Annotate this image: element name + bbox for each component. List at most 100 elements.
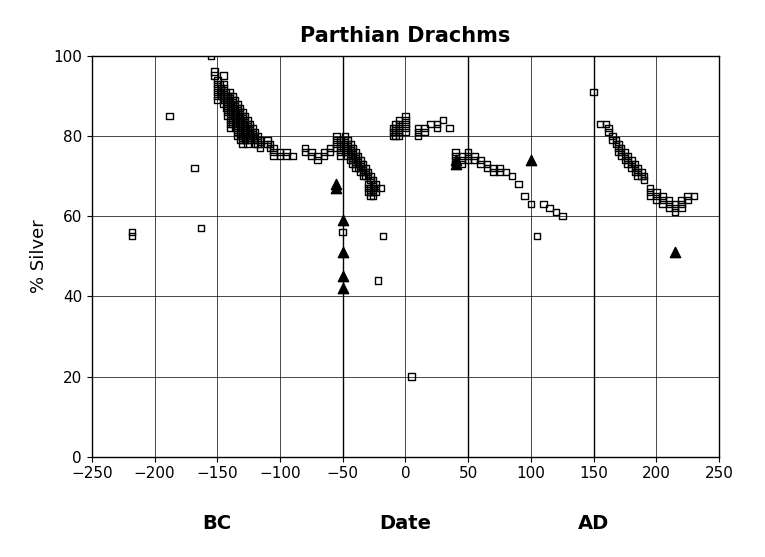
Point	[213, 87, 226, 96]
Point	[268, 148, 280, 157]
Point	[229, 108, 241, 116]
Point	[366, 179, 379, 188]
Point	[418, 128, 431, 136]
Point	[324, 144, 337, 153]
Point	[588, 87, 600, 96]
Point	[244, 128, 256, 136]
Point	[226, 111, 239, 120]
Point	[221, 95, 233, 104]
Point	[241, 124, 253, 133]
Point	[631, 164, 643, 173]
Point	[369, 179, 382, 188]
Point	[360, 172, 372, 180]
Point	[344, 155, 356, 164]
Point	[211, 91, 223, 100]
Point	[236, 108, 249, 116]
Point	[249, 128, 261, 136]
Point	[305, 152, 317, 160]
Point	[209, 67, 221, 76]
Point	[450, 152, 462, 160]
Point	[369, 184, 382, 193]
Point	[330, 139, 343, 148]
Point	[217, 95, 230, 104]
Point	[217, 87, 230, 96]
Point	[619, 155, 631, 164]
Point	[226, 104, 239, 113]
Point	[211, 75, 223, 84]
Point	[638, 172, 650, 180]
Point	[234, 135, 246, 144]
Point	[412, 131, 424, 140]
Point	[299, 148, 311, 157]
Point	[330, 179, 343, 188]
Point	[425, 119, 437, 128]
Point	[236, 115, 249, 124]
Point	[226, 91, 239, 100]
Point	[412, 124, 424, 133]
Point	[337, 272, 349, 281]
Point	[366, 192, 379, 201]
Point	[234, 131, 246, 140]
Point	[638, 175, 650, 184]
Point	[215, 87, 227, 96]
Point	[610, 135, 623, 144]
Point	[223, 124, 236, 133]
Point	[372, 276, 384, 285]
Point	[330, 131, 343, 140]
Point	[231, 128, 243, 136]
Point	[607, 131, 619, 140]
Point	[221, 108, 233, 116]
Point	[669, 204, 682, 213]
Point	[487, 168, 500, 177]
Point	[264, 144, 276, 153]
Point	[412, 128, 424, 136]
Point	[217, 84, 230, 92]
Point	[349, 159, 361, 168]
Point	[468, 155, 480, 164]
Point	[221, 104, 233, 113]
Point	[387, 124, 399, 133]
Point	[519, 192, 531, 201]
Point	[254, 139, 266, 148]
Point	[387, 128, 399, 136]
Point	[603, 128, 615, 136]
Point	[594, 119, 606, 128]
Point	[550, 208, 562, 217]
Point	[249, 135, 261, 144]
Point	[613, 144, 625, 153]
Point	[334, 152, 347, 160]
Point	[220, 87, 232, 96]
Point	[399, 119, 412, 128]
Y-axis label: % Silver: % Silver	[30, 219, 47, 293]
Point	[393, 131, 405, 140]
Point	[268, 152, 280, 160]
Point	[254, 144, 266, 153]
Point	[246, 124, 259, 133]
Point	[223, 108, 236, 116]
Point	[234, 108, 246, 116]
Point	[656, 199, 669, 208]
Point	[354, 168, 366, 177]
Point	[220, 99, 232, 108]
Point	[264, 139, 276, 148]
Point	[456, 155, 468, 164]
Point	[241, 131, 253, 140]
Point	[211, 84, 223, 92]
Point	[556, 212, 568, 221]
Point	[337, 216, 349, 224]
Point	[389, 128, 402, 136]
Point	[625, 155, 637, 164]
Point	[462, 152, 474, 160]
Point	[544, 204, 556, 213]
Point	[236, 139, 249, 148]
Point	[205, 51, 217, 60]
Point	[234, 124, 246, 133]
Point	[217, 91, 230, 100]
Point	[236, 131, 249, 140]
Point	[324, 148, 337, 157]
Point	[399, 111, 412, 120]
Text: BC: BC	[203, 514, 232, 533]
Point	[337, 228, 349, 237]
Point	[393, 124, 405, 133]
Point	[246, 128, 259, 136]
